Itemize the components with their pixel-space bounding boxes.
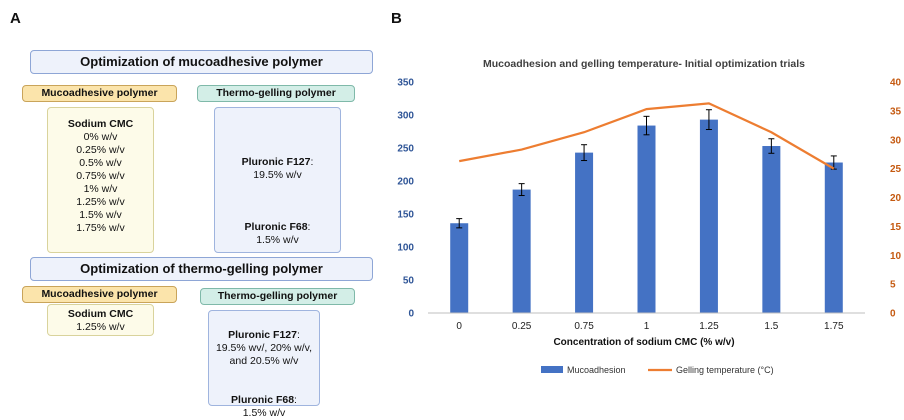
y-right-tick-label: 40 <box>890 78 902 89</box>
x-tick-label: 0 <box>456 321 462 332</box>
y-left-tick-label: 50 <box>403 276 415 287</box>
error-bar <box>705 109 712 131</box>
section2-header: Optimization of thermo-gelling polymer <box>30 257 373 281</box>
y-right-tick-label: 25 <box>890 164 902 175</box>
muco-list-item-1: 0.25% w/v <box>76 144 125 156</box>
error-bar <box>518 183 525 197</box>
error-bar <box>830 155 837 170</box>
x-tick-label: 1.5 <box>764 321 778 332</box>
section2-muco-tag: Mucoadhesive polymer <box>22 286 177 303</box>
muco-list-item-4: 1% w/v <box>83 183 118 195</box>
section1-f127-value: : 19.5% w/v <box>253 156 314 181</box>
section2-f127-value: : 19.5% wv/, 20% w/v, and 20.5% w/v <box>215 329 313 367</box>
y-right-tick-label: 10 <box>890 251 902 262</box>
section2-thermo-card: Pluronic F127: 19.5% wv/, 20% w/v, and 2… <box>208 310 320 419</box>
panel-b-letter: B <box>391 10 402 27</box>
muco-list-item-0: 0% w/v <box>83 131 118 143</box>
section1-thermo-card: Pluronic F127: 19.5% w/v Pluronic F68: 1… <box>214 107 341 253</box>
y-right-tick-label: 30 <box>890 135 902 146</box>
y-left-tick-label: 350 <box>397 78 414 89</box>
error-bar <box>456 218 463 229</box>
bar-mucoadhesion <box>450 223 469 313</box>
muco-list-item-6: 1.5% w/v <box>79 209 122 221</box>
muco-list-item-2: 0.5% w/v <box>79 157 122 169</box>
section1-muco-card: Sodium CMC 0% w/v 0.25% w/v 0.5% w/v 0.7… <box>47 107 154 253</box>
bar-mucoadhesion <box>512 189 531 313</box>
x-tick-label: 1.25 <box>699 321 719 332</box>
section1-f127-label: Pluronic F127 <box>241 156 311 168</box>
muco-list-item-3: 0.75% w/v <box>76 170 125 182</box>
x-tick-label: 0.25 <box>512 321 532 332</box>
y-right-tick-label: 5 <box>890 280 896 291</box>
muco-list-item-7: 1.75% w/v <box>76 222 125 234</box>
legend-label-mucoadhesion: Mucoadhesion <box>567 365 626 375</box>
y-right-tick-label: 20 <box>890 193 902 204</box>
gelling-temperature-line <box>459 102 835 170</box>
section2-muco-title: Sodium CMC <box>67 308 134 320</box>
y-left-tick-label: 0 <box>408 309 414 320</box>
section1-muco-tag: Mucoadhesive polymer <box>22 85 177 102</box>
section2-f68-value: : 1.5% w/v <box>242 394 297 419</box>
y-left-tick-label: 250 <box>397 144 414 155</box>
y-left-tick-label: 100 <box>397 243 414 254</box>
section2-thermo-tag: Thermo-gelling polymer <box>200 288 355 305</box>
y-right-tick-label: 35 <box>890 106 902 117</box>
panel-a-letter: A <box>10 10 21 27</box>
legend-label-gelling: Gelling temperature (°C) <box>676 365 774 375</box>
x-tick-label: 0.75 <box>574 321 594 332</box>
muco-list-item-5: 1.25% w/v <box>76 196 125 208</box>
section2-f127-label: Pluronic F127 <box>228 329 297 341</box>
error-bar <box>643 115 650 136</box>
y-right-tick-label: 15 <box>890 222 902 233</box>
y-left-tick-label: 150 <box>397 210 414 221</box>
section2-f68-label: Pluronic F68 <box>231 394 295 406</box>
section1-muco-title: Sodium CMC <box>67 118 134 130</box>
bar-mucoadhesion <box>699 119 718 314</box>
y-right-tick-label: 0 <box>890 309 896 320</box>
x-axis-label: Concentration of sodium CMC (% w/v) <box>553 337 734 348</box>
bar-mucoadhesion <box>575 152 594 313</box>
bar-mucoadhesion <box>762 146 781 313</box>
x-tick-label: 1 <box>644 321 650 332</box>
chart-title: Mucoadhesion and gelling temperature- In… <box>483 58 805 70</box>
bar-mucoadhesion <box>637 125 656 313</box>
section2-muco-card: Sodium CMC 1.25% w/v <box>47 304 154 336</box>
section2-muco-value: 1.25% w/v <box>76 321 125 333</box>
x-tick-label: 1.75 <box>824 321 844 332</box>
section1-thermo-tag: Thermo-gelling polymer <box>197 85 355 102</box>
bar-mucoadhesion <box>824 162 843 313</box>
y-left-tick-label: 300 <box>397 111 414 122</box>
section1-header: Optimization of mucoadhesive polymer <box>30 50 373 74</box>
error-bar <box>768 138 775 154</box>
legend-swatch-mucoadhesion <box>541 366 563 373</box>
y-left-tick-label: 200 <box>397 177 414 188</box>
section1-f68-label: Pluronic F68 <box>244 221 308 233</box>
error-bar <box>581 144 588 162</box>
section1-f68-value: : 1.5% w/v <box>256 221 311 246</box>
